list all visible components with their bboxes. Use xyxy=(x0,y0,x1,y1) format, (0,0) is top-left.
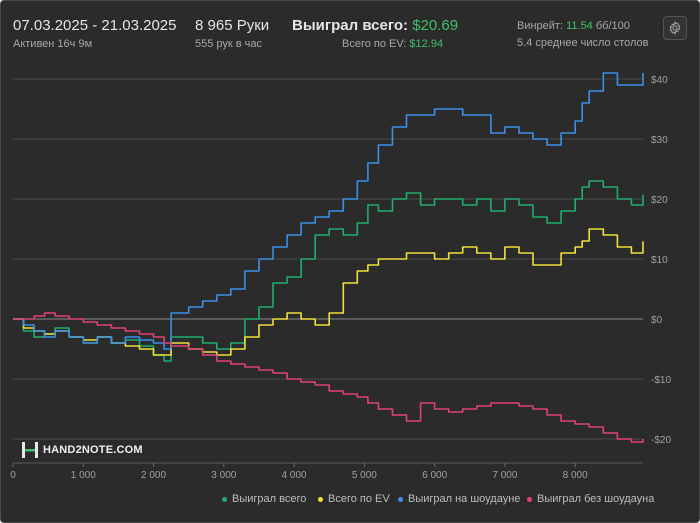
series-line-won-total xyxy=(13,180,644,362)
hand2note-logo-text: HAND2NOTE.COM xyxy=(43,444,143,456)
legend-dot-won-total xyxy=(222,496,227,502)
y-tick-label: -$10 xyxy=(651,375,671,386)
x-tick-label: 2 000 xyxy=(141,470,166,481)
ev-total-label: Всего по EV: xyxy=(342,38,407,50)
active-time: Активен 16ч 9м xyxy=(13,38,93,50)
won-total: Выиграл всего: $20.69 xyxy=(292,17,458,34)
x-tick-label: 0 xyxy=(10,470,16,481)
legend-dot-showdown xyxy=(398,496,403,502)
ev-total: Всего по EV: $12.94 xyxy=(342,38,443,50)
y-tick-label: $30 xyxy=(651,135,668,146)
legend-item-showdown[interactable]: Выиграл на шоудауне xyxy=(398,493,520,505)
x-tick-label: 4 000 xyxy=(282,470,307,481)
legend-item-no-showdown[interactable]: Выиграл без шоудауна xyxy=(527,493,654,505)
winrate: Винрейт: 11.54 бб/100 xyxy=(517,20,630,32)
x-tick-label: 6 000 xyxy=(422,470,447,481)
series-line-no-showdown xyxy=(13,312,644,443)
legend-item-won-total[interactable]: Выиграл всего xyxy=(222,493,306,505)
y-tick-label: $20 xyxy=(651,195,668,206)
legend-label-no-showdown: Выиграл без шоудауна xyxy=(537,493,655,505)
x-tick-label: 7 000 xyxy=(492,470,517,481)
y-tick-label: $10 xyxy=(651,255,668,266)
hands-count: 8 965 Руки xyxy=(195,17,270,34)
won-total-value: $20.69 xyxy=(412,17,459,34)
series-line-ev xyxy=(13,228,644,356)
ev-total-value: $12.94 xyxy=(409,38,444,50)
y-tick-label: -$20 xyxy=(651,435,671,446)
profit-chart: -$20 -$10 $0 $10 $20 $30 $40 0 1 000 2 000 3 000 4 … xyxy=(10,72,671,481)
legend-dot-ev xyxy=(318,496,323,502)
hands-per-hour: 555 рук в час xyxy=(195,38,263,50)
winrate-unit: бб/100 xyxy=(595,20,630,32)
legend-label-ev: Всего по EV xyxy=(328,493,390,505)
date-range: 07.03.2025 - 21.03.2025 xyxy=(13,17,177,34)
gear-icon xyxy=(669,21,681,35)
y-tick-label: $0 xyxy=(651,315,663,326)
hand2note-logo-icon xyxy=(22,442,38,458)
legend-item-ev[interactable]: Всего по EV xyxy=(318,493,390,505)
y-tick-label: $40 xyxy=(651,75,668,86)
x-tick-label: 8 000 xyxy=(563,470,588,481)
winrate-label: Винрейт: xyxy=(517,20,564,32)
winrate-value: 11.54 xyxy=(566,20,593,32)
settings-button[interactable] xyxy=(663,16,687,40)
legend-label-showdown: Выиграл на шоудауне xyxy=(408,493,521,505)
series-line-showdown xyxy=(13,72,644,350)
legend-label-won-total: Выиграл всего xyxy=(232,493,307,505)
won-total-label: Выиграл всего: xyxy=(292,17,409,34)
chart-legend: Выиграл всего Всего по EV Выиграл на шоу… xyxy=(1,493,699,509)
legend-dot-no-showdown xyxy=(527,496,532,502)
x-tick-label: 1 000 xyxy=(71,470,96,481)
hand2note-logo: HAND2NOTE.COM xyxy=(21,441,143,459)
avg-tables: 5.4 среднее число столов xyxy=(517,37,649,49)
x-tick-label: 3 000 xyxy=(211,470,236,481)
x-tick-label: 5 000 xyxy=(352,470,377,481)
